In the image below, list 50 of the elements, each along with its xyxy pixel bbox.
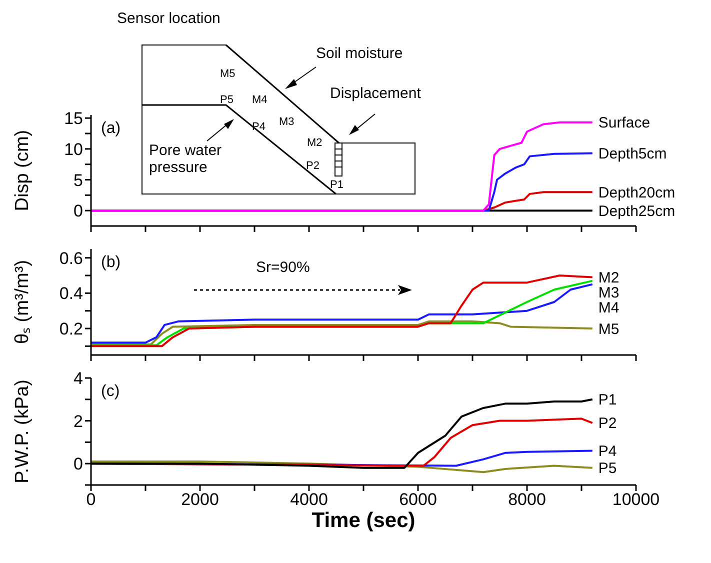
annotation: M3: [279, 116, 294, 129]
series-label: P4: [598, 443, 617, 460]
x-tick-label: 8000: [508, 490, 546, 510]
x-tick-label: 6000: [399, 490, 437, 510]
series-label: M5: [598, 320, 620, 338]
y-tick-label: 5: [74, 170, 83, 190]
text: M4: [252, 94, 268, 107]
series-label: M4: [598, 300, 620, 317]
text: Soil moisture: [316, 45, 403, 62]
annotation: Sr=90%: [256, 259, 310, 276]
y-tick-label: 2: [74, 412, 83, 431]
annotation: P2: [306, 160, 320, 173]
series-label: M3: [598, 284, 620, 302]
x-axis-title: Time (sec): [312, 509, 416, 532]
annotation: (c): [101, 383, 120, 400]
series-label: Depth25cm: [598, 202, 676, 220]
annotation: P1: [330, 179, 344, 192]
annotation: M2: [307, 137, 322, 150]
text: P5: [220, 94, 234, 107]
y-tick-label: 0.6: [59, 248, 83, 268]
y-tick-label: 10: [64, 140, 83, 159]
annotation: (b): [101, 254, 121, 271]
x-tick-label: 0: [86, 490, 96, 510]
line-series: [91, 320, 594, 346]
series-label: P1: [598, 392, 617, 409]
series-label: Depth5cm: [598, 145, 667, 162]
line-series: [91, 460, 594, 474]
series-label: P5: [598, 460, 617, 478]
text: M5: [220, 68, 236, 81]
x-tick-label: 4000: [290, 490, 328, 510]
text: Sensor location: [117, 10, 220, 28]
y-axis-title: P.W.P. (kPa): [12, 380, 33, 484]
y-tick-label: 15: [64, 109, 83, 128]
y-tick-label: 0.4: [59, 284, 83, 304]
series-label: P2: [598, 415, 617, 432]
y-tick-label: 0: [74, 202, 83, 221]
annotation: P4: [252, 121, 266, 134]
series-label: Surface: [598, 114, 650, 132]
x-tick-label: 2000: [181, 490, 219, 510]
x-tick-label: 10000: [612, 490, 660, 510]
y-axis-title: θₛ (m³/m³): [12, 260, 33, 344]
y-tick-label: 0.2: [59, 320, 83, 339]
y-tick-label: 0: [74, 454, 83, 474]
y-axis-title: Disp (cm): [12, 130, 33, 212]
annotation: (a): [101, 120, 121, 137]
annotation: Pore water pressure: [149, 142, 223, 176]
series-label: M2: [598, 270, 620, 287]
text: Displacement: [330, 85, 421, 102]
series-label: Depth20cm: [598, 184, 676, 202]
y-tick-label: 4: [74, 369, 83, 388]
